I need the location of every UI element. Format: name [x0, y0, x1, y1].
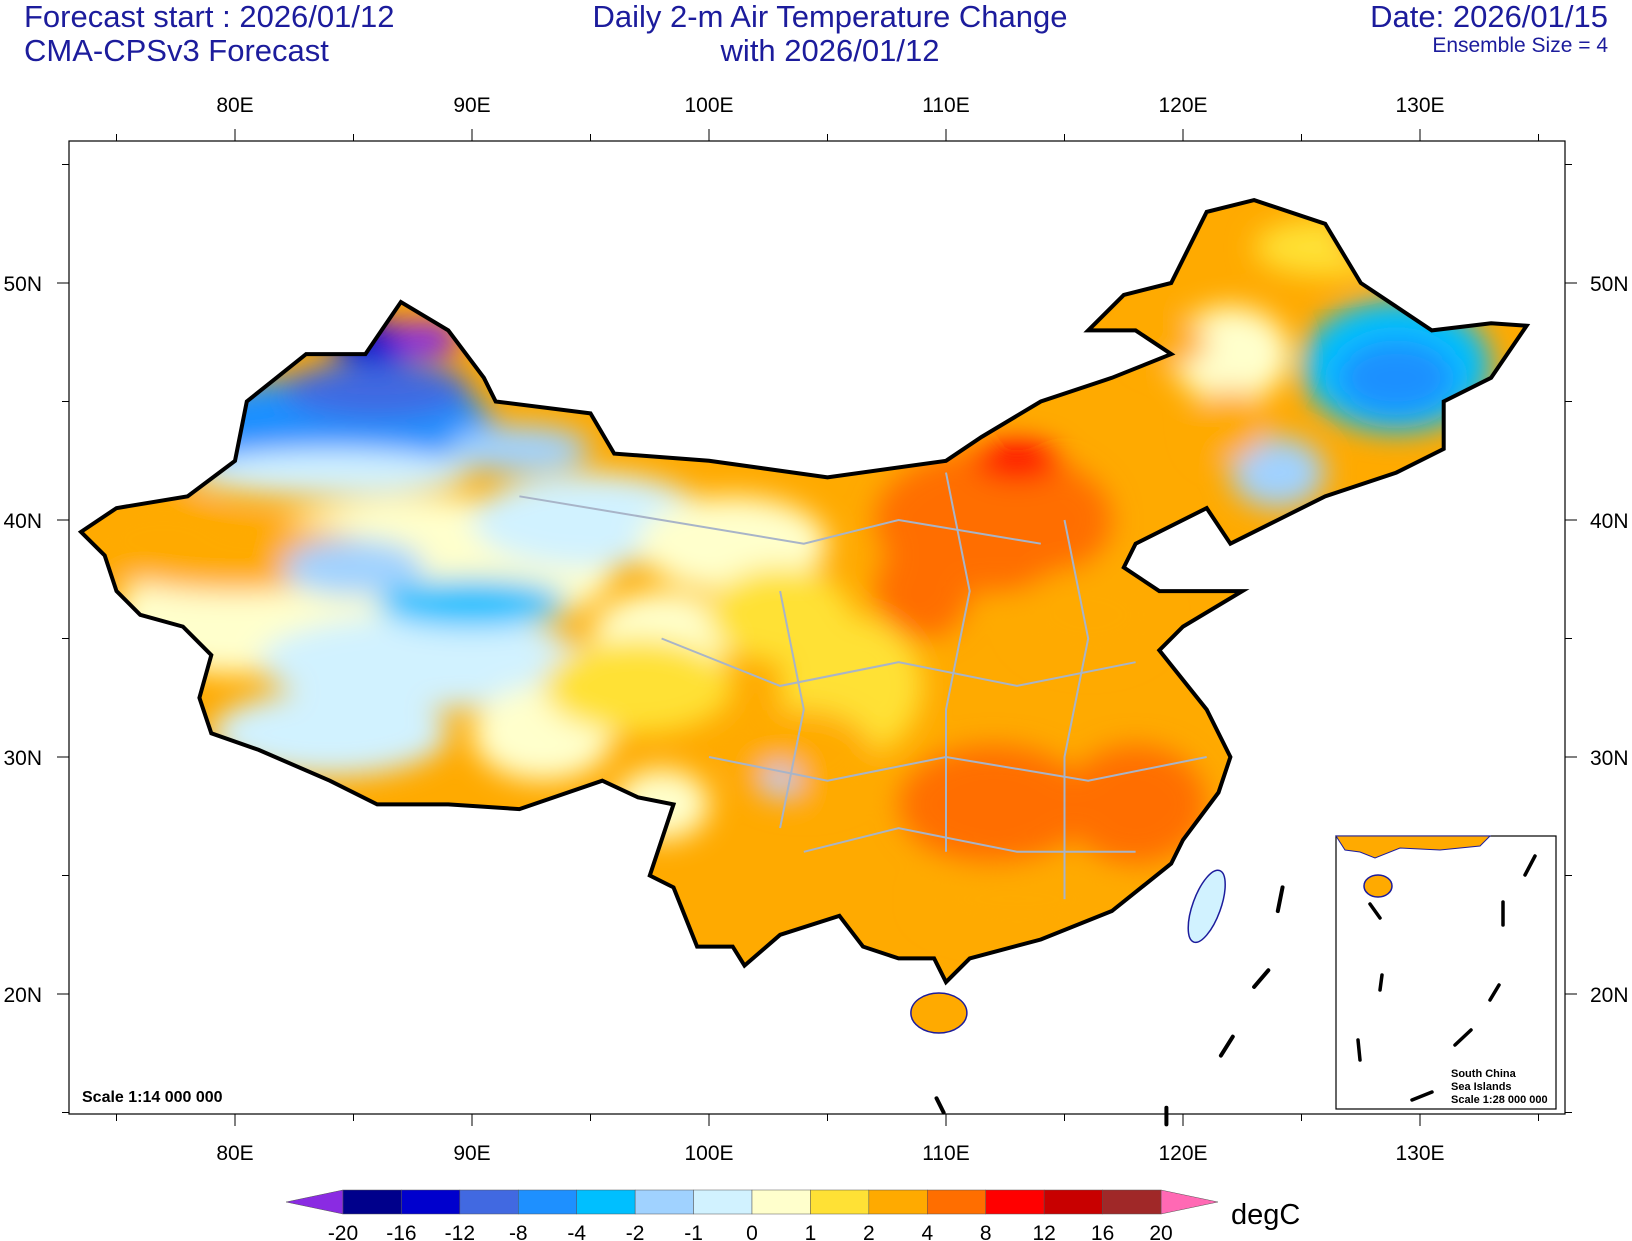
colorbar-box [634, 1189, 694, 1215]
colorbar-label: -8 [509, 1222, 528, 1241]
colorbar-under-triangle [285, 1189, 344, 1215]
lat-tick-label: 20N [3, 984, 42, 1007]
colorbar-box [342, 1189, 402, 1215]
taiwan-island [1187, 869, 1226, 944]
inset-dash-segment [1523, 854, 1537, 877]
colorbar-label: -4 [567, 1222, 586, 1241]
colorbar-label: 16 [1091, 1222, 1114, 1241]
dash-segment [934, 1096, 946, 1115]
province-boundary [1063, 519, 1090, 900]
ensemble-size: Ensemble Size = 4 [1432, 34, 1608, 57]
colorbar-box [459, 1189, 519, 1215]
colorbar-box [1102, 1189, 1162, 1215]
model-name: CMA-CPSv3 Forecast [24, 33, 329, 68]
lon-tick-label: 120E [1158, 1142, 1207, 1165]
colorbar-box [868, 1189, 928, 1215]
colorbar-box [576, 1189, 636, 1215]
colorbar: -20 -16 -12 -8 -4 -2 -1 0 1 2 4 8 12 16 20 [285, 1189, 1219, 1241]
colorbar-box [927, 1189, 986, 1215]
inset-dash-segment [1453, 1028, 1473, 1047]
colorbar-box [401, 1189, 461, 1215]
map-scale: Scale 1:14 000 000 [82, 1089, 223, 1106]
plot-title: Daily 2-m Air Temperature Change [592, 0, 1068, 34]
temperature-field [81, 200, 1527, 983]
colorbar-label: 0 [746, 1222, 758, 1241]
lon-tick-label: 100E [684, 1142, 733, 1165]
colorbar-box [1043, 1189, 1103, 1215]
colorbar-label: -16 [386, 1222, 416, 1241]
china-border [77, 198, 1531, 986]
colorbar-over-triangle [1160, 1189, 1219, 1215]
lon-tick-label: 90E [453, 1142, 490, 1165]
dash-segment [1218, 1034, 1235, 1058]
province-boundary [661, 637, 1136, 687]
inset-dash-segment [1410, 1090, 1434, 1102]
colorbar-label: 4 [921, 1222, 933, 1241]
lat-tick-label: 40N [3, 510, 42, 533]
lat-tick-label: 20N [1590, 984, 1629, 1007]
colorbar-box [985, 1189, 1045, 1215]
colorbar-label: 20 [1149, 1222, 1172, 1241]
lat-tick-label: 40N [1590, 510, 1629, 533]
lat-tick-label: 30N [1590, 747, 1629, 770]
inset-dash-segment [1356, 1038, 1362, 1062]
province-boundary [519, 495, 1041, 545]
dash-segment [1275, 885, 1285, 914]
valid-date: Date: 2026/01/15 [1370, 0, 1608, 34]
colorbar-box [810, 1189, 870, 1215]
inset-label-2: Sea Islands [1451, 1081, 1512, 1093]
colorbar-label: 2 [863, 1222, 875, 1241]
lon-tick-label: 90E [453, 94, 490, 117]
province-boundary [803, 827, 1136, 853]
islands [910, 869, 1226, 1034]
lon-tick-label: 130E [1395, 94, 1444, 117]
lon-tick-label: 80E [216, 1142, 253, 1165]
colorbar-box [518, 1189, 577, 1215]
colorbar-label: -12 [445, 1222, 475, 1241]
colorbar-box [693, 1189, 753, 1215]
colorbar-label: -1 [684, 1222, 703, 1241]
plot-subtitle: with 2026/01/12 [720, 33, 940, 68]
hainan-island [910, 992, 968, 1034]
colorbar-unit: degC [1231, 1199, 1300, 1231]
colorbar-label: 1 [805, 1222, 817, 1241]
lat-tick-label: 50N [1590, 273, 1629, 296]
dash-segment [1252, 968, 1271, 989]
lat-tick-label: 30N [3, 747, 42, 770]
colorbar-label: -2 [626, 1222, 645, 1241]
colorbar-label: 8 [980, 1222, 992, 1241]
colorbar-box [751, 1189, 811, 1215]
province-boundary [779, 590, 805, 829]
lon-tick-label: 110E [922, 94, 970, 117]
inset-dash-segment [1488, 983, 1501, 1002]
colorbar-label: 12 [1032, 1222, 1055, 1241]
lon-tick-label: 80E [216, 94, 253, 117]
south-china-sea-inset: South China Sea Islands Scale 1:28 000 0… [1335, 835, 1557, 1110]
inset-scale: Scale 1:28 000 000 [1451, 1094, 1548, 1106]
inset-label-1: South China [1451, 1068, 1517, 1080]
map-frame [68, 140, 1566, 1115]
axis-ticks: 80E 80E 90E 90E 100E 100E 110E 110E 120E 120E 130E… [3, 94, 1628, 1165]
province-boundary [945, 472, 971, 852]
colorbar-label: -20 [328, 1222, 358, 1241]
inset-dash-segment [1368, 902, 1382, 920]
forecast-start: Forecast start : 2026/01/12 [24, 0, 395, 34]
inset-dash-segment [1378, 973, 1384, 992]
nine-dash-line [934, 885, 1285, 1127]
lat-tick-label: 50N [3, 273, 42, 296]
lon-tick-label: 120E [1158, 94, 1207, 117]
lon-tick-label: 110E [922, 1142, 970, 1165]
lon-tick-label: 130E [1395, 1142, 1444, 1165]
lon-tick-label: 100E [684, 94, 733, 117]
